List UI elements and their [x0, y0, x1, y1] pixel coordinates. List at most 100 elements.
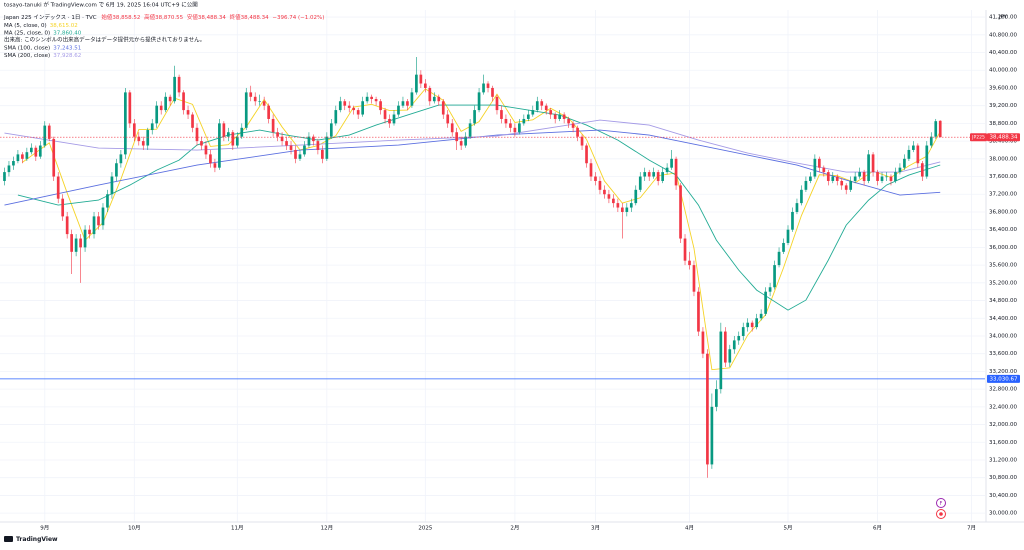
candle-body — [800, 189, 803, 204]
legend-entry: MA (5, close, 0) 38,615.02 — [4, 23, 78, 29]
candle-body — [929, 136, 933, 146]
candle-body — [531, 110, 535, 115]
y-tick-label: 32,000.00 — [989, 422, 1017, 428]
candle-body — [16, 154, 20, 162]
candle-body — [920, 163, 924, 177]
candle-body — [903, 158, 906, 168]
candle-body — [52, 138, 56, 177]
candle-body — [692, 265, 696, 292]
candle-body — [741, 327, 745, 336]
candle-body — [115, 163, 118, 177]
candle-body — [329, 123, 333, 137]
candle-body — [513, 127, 517, 133]
candle-body — [124, 92, 127, 155]
brand-logo — [4, 536, 13, 542]
y-tick-label: 39,200.00 — [989, 103, 1017, 109]
candle-body — [616, 203, 620, 208]
legend-value: 38,615.02 — [50, 23, 78, 29]
candle-body — [643, 172, 647, 177]
candle-body — [406, 101, 409, 106]
candle-body — [347, 105, 351, 108]
candle-body — [146, 130, 150, 146]
candle-body — [468, 123, 472, 137]
candle-body — [925, 145, 929, 177]
candle-body — [195, 127, 199, 142]
candle-body — [21, 154, 24, 159]
candle-body — [540, 101, 544, 106]
candle-body — [500, 110, 503, 119]
candle-body — [182, 92, 185, 111]
event-icon-dot — [939, 512, 943, 516]
candle-body — [397, 105, 400, 115]
candle-body — [141, 141, 145, 146]
candle-body — [889, 176, 893, 181]
candle-body — [423, 83, 427, 88]
candle-body — [710, 406, 714, 465]
candle-body — [222, 123, 226, 137]
candle-body — [464, 136, 467, 146]
candle-body — [607, 194, 611, 199]
candle-body — [706, 353, 709, 465]
candle-body — [432, 96, 436, 102]
legend-entry: SMA (100, close) 37,243.51 — [4, 45, 81, 51]
candle-body — [728, 349, 732, 363]
x-tick-label: 2025 — [418, 526, 432, 532]
candle-body — [473, 110, 476, 124]
candle-body — [580, 136, 584, 146]
candle-body — [835, 176, 839, 181]
candle-body — [361, 101, 365, 115]
candle-body — [737, 335, 741, 341]
candle-body — [70, 234, 73, 252]
candle-body — [200, 141, 203, 146]
candle-body — [652, 172, 656, 177]
close: 終値38,488.34 — [230, 13, 269, 21]
candle-body — [571, 123, 575, 128]
candle-body — [880, 176, 884, 181]
candle-body — [589, 163, 593, 177]
candle-body — [168, 96, 172, 102]
candle-body — [164, 96, 168, 111]
symbol-line: Japan 225 インデックス · 1日 · TVC 始値38,858.52 … — [3, 13, 324, 21]
candle-body — [356, 110, 360, 115]
legend-value: 37,860.40 — [53, 30, 81, 36]
candle-body — [759, 313, 763, 319]
candle-body — [83, 229, 87, 248]
candle-body — [388, 118, 391, 124]
price-label: 38,488.34 — [990, 135, 1018, 141]
candle-body — [441, 101, 445, 115]
event-icon[interactable] — [936, 498, 946, 508]
candle-body — [885, 176, 888, 178]
publisher: tosayo-tanuki が TradingView.com で 6月 19,… — [4, 1, 198, 9]
candle-body — [813, 158, 817, 177]
candle-body — [509, 123, 512, 128]
candle-body — [831, 176, 835, 181]
candle-body — [240, 127, 244, 137]
candle-body — [74, 238, 78, 252]
candle-body — [558, 114, 562, 119]
candle-body — [750, 322, 754, 328]
candle-body — [719, 331, 723, 390]
candle-body — [191, 114, 194, 128]
y-tick-label: 41,200.00 — [989, 15, 1017, 21]
candle-body — [325, 136, 329, 159]
candle-body — [849, 180, 853, 190]
plot — [0, 56, 985, 478]
candle-body — [110, 176, 114, 195]
y-tick-label: 35,200.00 — [989, 280, 1017, 286]
candle-body — [61, 198, 65, 217]
candle-body — [101, 207, 105, 226]
candle-body — [670, 158, 673, 168]
candle-body — [294, 149, 297, 159]
legend-name: SMA (100, close) — [4, 45, 50, 51]
candle-body — [106, 194, 109, 208]
candle-body — [459, 141, 463, 146]
open: 始値38,858.52 — [101, 13, 140, 21]
candle-body — [625, 207, 629, 212]
y-tick-label: 38,400.00 — [989, 139, 1017, 145]
candle-body — [312, 136, 315, 142]
volume-note: 出来高: このシンボルの出来高データはデータ提供元から提供されておりません。 — [4, 36, 205, 44]
y-tick-label: 36,800.00 — [989, 209, 1017, 215]
y-tick-label: 30,800.00 — [989, 475, 1017, 481]
